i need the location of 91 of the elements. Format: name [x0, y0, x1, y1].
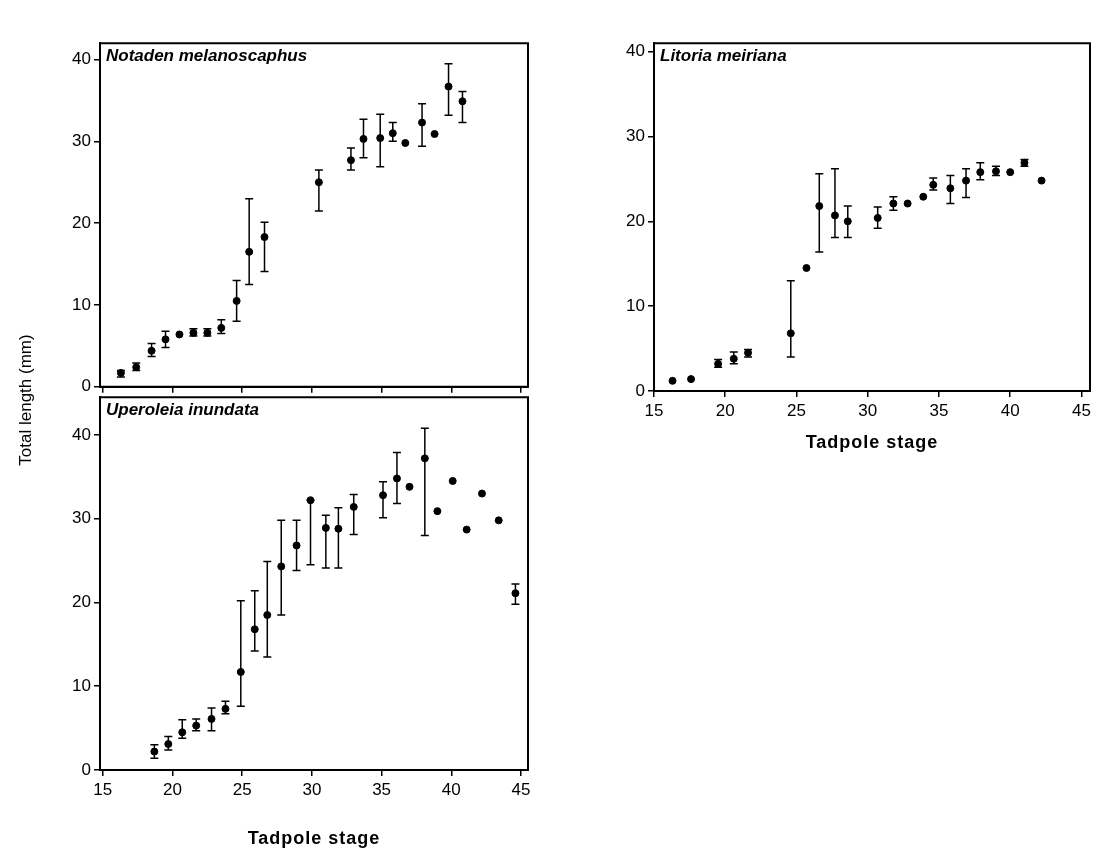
y-axis-title: Total length (mm)	[16, 333, 36, 468]
y-tick-label: 0	[81, 759, 91, 779]
point	[334, 524, 343, 533]
x-tick-label: 20	[715, 400, 735, 420]
point	[346, 156, 355, 165]
point	[962, 176, 971, 185]
point	[236, 667, 245, 676]
point	[217, 323, 226, 332]
point	[477, 489, 486, 498]
y-tick-label: 20	[626, 211, 645, 231]
point	[147, 346, 156, 355]
x-tick-label: 45	[511, 779, 531, 799]
point	[418, 118, 427, 127]
y-tick-label: 10	[72, 675, 91, 695]
point	[1006, 168, 1015, 177]
point	[376, 134, 385, 143]
x-tick-label: 35	[929, 400, 949, 420]
y-tick-label: 30	[626, 126, 645, 146]
point	[843, 217, 852, 226]
y-tick-label: 30	[72, 131, 91, 151]
x-tick-label: 45	[1071, 400, 1091, 420]
point	[494, 516, 503, 525]
x-tick-label: 20	[163, 779, 182, 799]
y-tick-label: 20	[72, 592, 91, 612]
x-tick-label: 40	[441, 779, 461, 799]
y-tick-label: 40	[72, 424, 91, 444]
point	[164, 740, 173, 749]
point	[260, 233, 269, 242]
point	[946, 184, 955, 193]
y-tick-label: 10	[626, 295, 645, 315]
y-tick-label: 40	[626, 41, 645, 61]
point	[314, 178, 323, 187]
point	[349, 502, 358, 511]
point	[433, 507, 442, 516]
point	[830, 211, 839, 220]
point	[175, 330, 184, 339]
y-tick-label: 30	[72, 508, 91, 528]
chart-title: Litoria meiriana	[660, 46, 787, 66]
point	[401, 139, 410, 148]
point	[976, 168, 985, 177]
point	[815, 202, 824, 211]
point	[786, 329, 795, 338]
point	[178, 728, 187, 737]
point	[1037, 176, 1046, 185]
point	[903, 199, 912, 208]
point	[292, 541, 301, 550]
point	[245, 247, 254, 256]
x-axis-title: Tadpole stage	[804, 432, 940, 453]
x-tick-label: 25	[787, 400, 806, 420]
y-tick-label: 0	[635, 380, 645, 400]
point	[873, 213, 882, 222]
point	[458, 97, 467, 106]
x-tick-label: 25	[232, 779, 252, 799]
point	[379, 491, 388, 500]
point	[687, 375, 696, 384]
chart-title: Uperoleia inundata	[106, 400, 260, 420]
x-tick-label: 15	[93, 779, 113, 799]
x-tick-label: 30	[858, 400, 878, 420]
point	[306, 496, 315, 505]
point	[221, 704, 230, 713]
y-tick-label: 40	[72, 49, 91, 69]
point	[405, 482, 414, 491]
x-tick-label: 30	[302, 779, 322, 799]
point	[430, 130, 439, 139]
point	[462, 525, 471, 534]
point	[359, 134, 368, 143]
point	[277, 562, 286, 571]
chart-title: Notaden melanoscaphus	[106, 46, 308, 66]
point	[919, 192, 928, 201]
point	[448, 476, 457, 485]
point	[388, 129, 397, 138]
point	[232, 296, 241, 305]
point	[420, 454, 429, 463]
point	[511, 589, 520, 598]
point	[668, 376, 677, 385]
point	[444, 82, 453, 91]
x-axis-title: Tadpole stage	[246, 828, 382, 849]
point	[889, 199, 898, 208]
point	[161, 335, 170, 344]
point	[250, 625, 259, 634]
y-tick-label: 0	[81, 376, 91, 396]
x-tick-label: 35	[372, 779, 392, 799]
point	[802, 264, 811, 272]
point	[321, 523, 330, 532]
point	[392, 474, 401, 483]
x-tick-label: 15	[644, 400, 664, 420]
y-tick-label: 20	[72, 212, 91, 232]
y-tick-label: 10	[72, 294, 91, 314]
point	[207, 714, 216, 723]
x-tick-label: 40	[1000, 400, 1020, 420]
point	[263, 611, 272, 620]
